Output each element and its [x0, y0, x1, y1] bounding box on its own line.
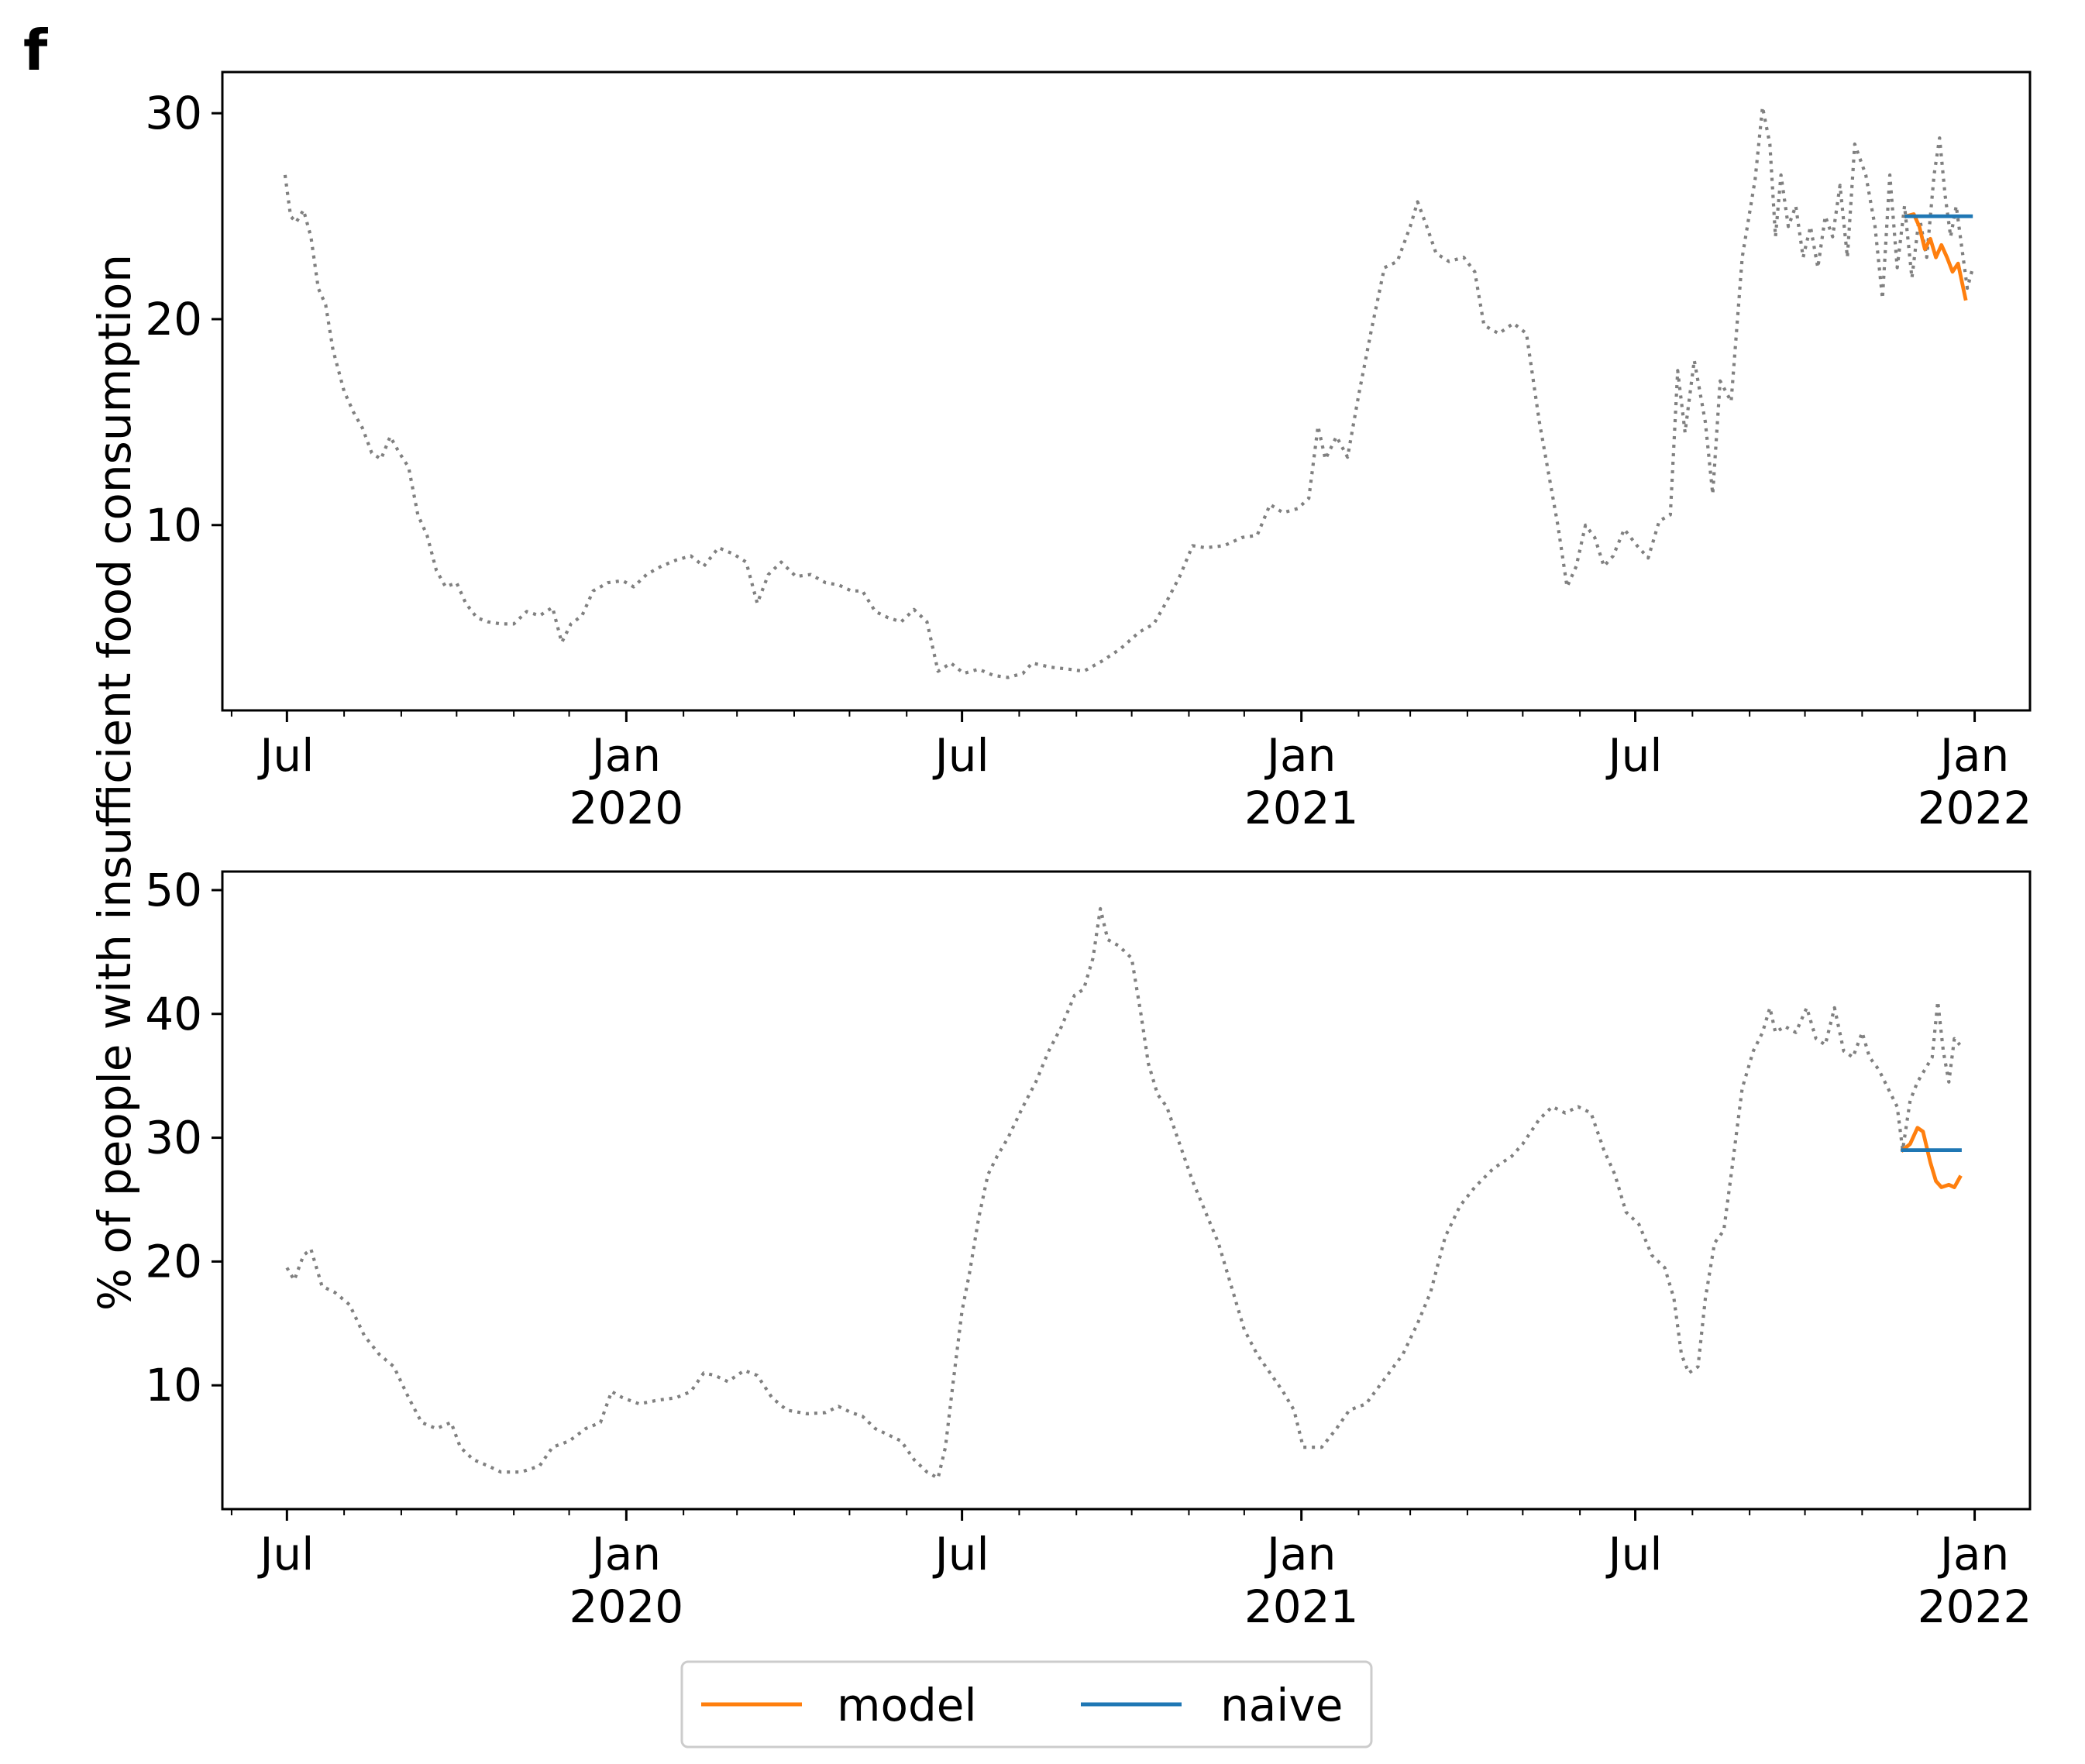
y-tick-label: 20	[145, 1235, 202, 1288]
x-tick-year-label: 2022	[1918, 782, 2032, 834]
axes-frame	[221, 70, 2032, 712]
legend-label-naive: naive	[1220, 1679, 1343, 1731]
x-tick-year-label: 2020	[569, 782, 684, 834]
x-tick-year-label: 2020	[569, 1580, 684, 1633]
y-tick-label: 40	[145, 988, 202, 1040]
series-line-model	[1900, 1126, 1963, 1189]
x-tick-label: Jan	[590, 1528, 661, 1580]
y-tick-label: 20	[145, 293, 202, 346]
x-tick-year-label: 2021	[1244, 1580, 1359, 1633]
x-tick-label: Jan	[1264, 729, 1336, 782]
x-tick-label: Jan	[1264, 1528, 1336, 1580]
series-group	[283, 105, 1975, 679]
y-tick-label: 10	[145, 499, 202, 552]
y-tick-label: 30	[145, 87, 202, 139]
y-tick-label: 10	[145, 1359, 202, 1412]
y-tick-label: 50	[145, 864, 202, 916]
x-tick-label: Jul	[257, 729, 314, 782]
series-line-model	[1904, 211, 1968, 301]
x-tick-year-label: 2021	[1244, 782, 1359, 834]
legend: model naive	[680, 1660, 1373, 1749]
x-tick-label: Jul	[933, 729, 989, 782]
x-tick-label: Jan	[1938, 729, 2009, 782]
legend-frame	[680, 1660, 1373, 1749]
x-tick-label: Jan	[1938, 1528, 2009, 1580]
y-axis-label: % of people with insufficient food consu…	[88, 254, 141, 1311]
legend-label-model: model	[837, 1679, 977, 1731]
panel-letter: f	[23, 18, 48, 83]
x-tick-year-label: 2022	[1918, 1580, 2032, 1633]
x-tick-label: Jul	[933, 1528, 989, 1580]
x-tick-label: Jan	[590, 729, 661, 782]
y-tick-label: 30	[145, 1112, 202, 1164]
series-group	[285, 906, 1963, 1480]
series-line-observed	[283, 105, 1975, 679]
x-tick-label: Jul	[257, 1528, 314, 1580]
x-tick-label: Jul	[1606, 729, 1663, 782]
x-tick-label: Jul	[1606, 1528, 1663, 1580]
series-line-observed	[285, 906, 1962, 1480]
axes-frame	[221, 870, 2032, 1511]
